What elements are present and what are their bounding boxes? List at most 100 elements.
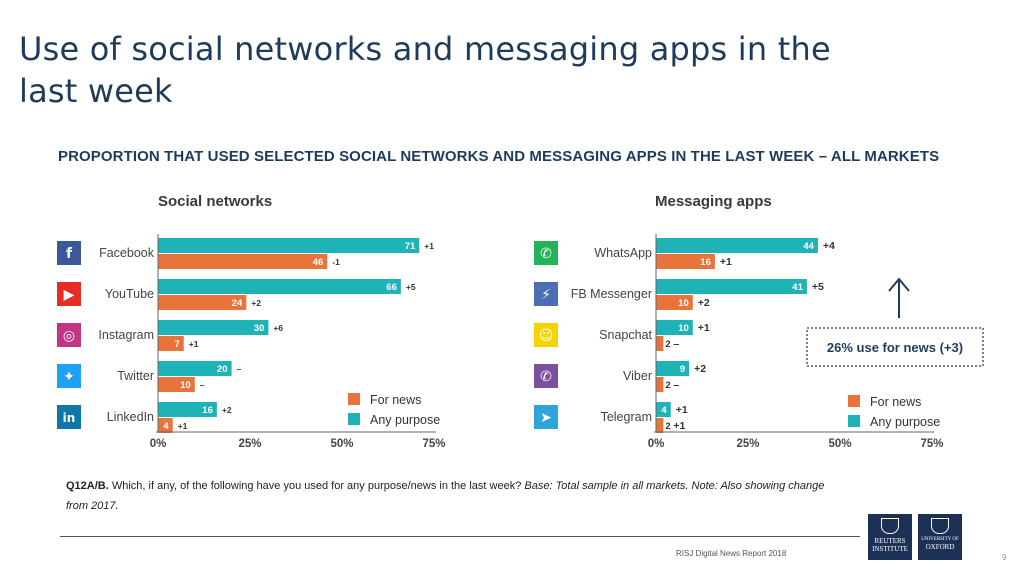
bar-for-news — [656, 254, 715, 269]
x-tick-label: 75% — [920, 438, 943, 450]
reuters-crest-icon — [881, 518, 899, 534]
value-label-any-purpose: 20 — [217, 364, 228, 375]
oxford-logo-line2: OXFORD — [925, 543, 955, 551]
change-label-any-purpose: +6 — [273, 323, 283, 333]
annotation-text: 26% use for news (+3) — [827, 340, 963, 355]
twitter-icon — [57, 364, 81, 388]
value-label-any-purpose: 16 — [202, 405, 213, 416]
x-tick-label: 0% — [150, 438, 167, 450]
legend-label-any-purpose: Any purpose — [370, 413, 440, 427]
category-label: FB Messenger — [571, 287, 652, 301]
bar-any-purpose — [158, 320, 269, 335]
viber-icon — [534, 364, 558, 388]
legend-label-any-purpose: Any purpose — [870, 415, 940, 429]
youtube-icon — [57, 282, 81, 306]
change-label-for-news: +1 — [178, 421, 188, 431]
change-label-for-news: +2 — [698, 297, 710, 309]
bar-for-news — [656, 418, 664, 433]
change-label-any-purpose: +5 — [406, 282, 416, 292]
legend-label-for-news: For news — [370, 393, 421, 407]
linkedin-icon — [57, 405, 81, 429]
reuters-logo-line2: INSTITUTE — [872, 545, 908, 553]
whatsapp-icon — [534, 241, 558, 265]
bar-for-news — [158, 377, 195, 392]
category-label: LinkedIn — [107, 410, 154, 424]
report-credit: RISJ Digital News Report 2018 — [676, 549, 787, 558]
bar-any-purpose — [158, 361, 232, 376]
change-label-any-purpose: +2 — [694, 363, 706, 375]
snapchat-icon — [534, 323, 558, 347]
annotation-box — [806, 327, 984, 367]
legend-swatch-for-news — [848, 395, 860, 407]
value-label-for-news: 24 — [232, 298, 243, 309]
bar-any-purpose — [656, 361, 690, 376]
legend-label-for-news: For news — [870, 395, 921, 409]
category-label: WhatsApp — [594, 246, 652, 260]
value-label-any-purpose: 10 — [678, 323, 689, 334]
footnote-question-id: Q12A/B. — [66, 480, 109, 492]
x-tick-label: 0% — [648, 438, 665, 450]
change-label-for-news: +1 — [673, 420, 685, 432]
page-number: 9 — [1002, 553, 1007, 562]
change-label-any-purpose: +5 — [812, 281, 824, 293]
bar-any-purpose — [656, 320, 693, 335]
instagram-icon-glyph: ◎ — [63, 328, 75, 344]
legend-swatch-any-purpose — [348, 413, 360, 425]
arrow-up-icon — [888, 277, 910, 292]
change-label-any-purpose: +4 — [823, 240, 835, 252]
value-label-for-news: 2 — [665, 380, 670, 391]
value-label-any-purpose: 41 — [792, 282, 803, 293]
bar-for-news — [158, 254, 328, 269]
bar-any-purpose — [656, 238, 818, 253]
value-label-for-news: 2 — [665, 339, 670, 350]
change-label-for-news: – — [673, 338, 679, 350]
change-label-for-news: +2 — [251, 298, 261, 308]
legend-swatch-for-news — [348, 393, 360, 405]
bar-for-news — [656, 336, 664, 351]
footnote-base-note: Base: Total sample in all markets. Note:… — [66, 480, 825, 512]
value-label-for-news: 4 — [163, 421, 169, 432]
change-label-for-news: +1 — [720, 256, 732, 268]
value-label-any-purpose: 9 — [680, 364, 685, 375]
legend-swatch-any-purpose — [848, 415, 860, 427]
value-label-for-news: 2 — [665, 421, 670, 432]
value-label-for-news: 16 — [700, 257, 711, 268]
slide-title: Use of social networks and messaging app… — [19, 30, 831, 110]
facebook-icon-glyph: f — [66, 246, 73, 262]
whatsapp-icon-glyph: ✆ — [540, 246, 552, 262]
category-label: Viber — [623, 369, 652, 383]
bar-any-purpose — [656, 279, 807, 294]
bar-for-news — [158, 418, 173, 433]
value-label-any-purpose: 71 — [405, 241, 416, 252]
change-label-any-purpose: +1 — [698, 322, 710, 334]
reuters-institute-logo: REUTERS INSTITUTE — [868, 514, 912, 560]
category-label: Facebook — [99, 246, 155, 260]
oxford-crest-icon — [931, 518, 949, 534]
bar-any-purpose — [158, 402, 217, 417]
footnote: Q12A/B. Which, if any, of the following … — [66, 476, 846, 516]
change-label-for-news: – — [200, 380, 205, 390]
change-label-for-news: -1 — [332, 257, 340, 267]
x-tick-label: 25% — [736, 438, 759, 450]
bar-any-purpose — [158, 279, 401, 294]
bar-for-news — [656, 295, 693, 310]
change-label-for-news: +1 — [189, 339, 199, 349]
x-tick-label: 25% — [238, 438, 261, 450]
viber-icon-glyph: ✆ — [540, 369, 552, 385]
x-tick-label: 75% — [422, 438, 445, 450]
footnote-question: Which, if any, of the following have you… — [108, 480, 525, 492]
category-label: Twitter — [117, 369, 154, 383]
telegram-icon — [534, 405, 558, 429]
footer-divider — [60, 536, 860, 537]
telegram-icon-glyph: ➤ — [540, 410, 552, 426]
change-label-for-news: – — [673, 379, 679, 391]
change-label-any-purpose: +1 — [676, 404, 688, 416]
value-label-for-news: 10 — [180, 380, 191, 391]
x-tick-label: 50% — [828, 438, 851, 450]
category-label: Snapchat — [599, 328, 652, 342]
value-label-any-purpose: 66 — [386, 282, 397, 293]
facebook-icon — [57, 241, 81, 265]
value-label-for-news: 10 — [678, 298, 689, 309]
value-label-any-purpose: 30 — [254, 323, 265, 334]
